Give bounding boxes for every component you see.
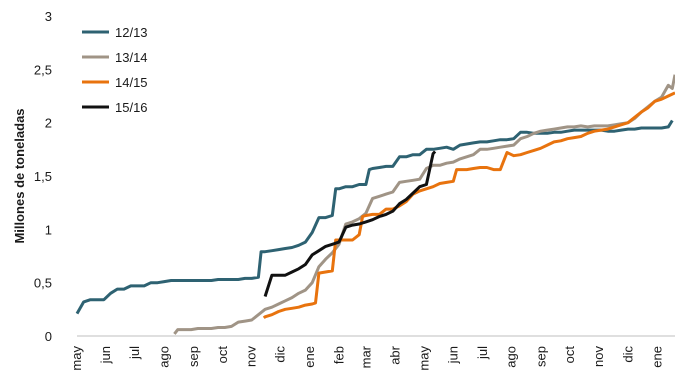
x-tick-label: jun — [445, 346, 460, 364]
x-tick-label: jul — [475, 346, 490, 360]
y-axis-title: Millones de toneladas — [12, 108, 27, 243]
series-line-14-15 — [262, 91, 675, 320]
y-tick-label: 1 — [45, 222, 52, 237]
x-tick-label: abr — [387, 345, 402, 364]
x-tick-labels: may jun jul ago sep oct nov dic ene feb mar abr may j… — [69, 345, 665, 370]
x-tick-label: may — [416, 346, 431, 371]
legend-label: 12/13 — [115, 25, 148, 40]
series-line-13-14 — [173, 74, 675, 335]
legend-label: 15/16 — [115, 100, 148, 115]
x-tick-label: mar — [359, 345, 374, 368]
x-tick-label: ene — [650, 346, 665, 368]
x-tick-label: nov — [591, 346, 606, 367]
x-tick-label: oct — [215, 346, 230, 364]
x-tick-label: jun — [98, 346, 113, 364]
y-tick-label: 2 — [45, 116, 52, 131]
x-tick-label: oct — [562, 346, 577, 364]
x-tick-label: dic — [273, 346, 288, 363]
y-tick-label: 0,5 — [34, 276, 52, 291]
x-tick-label: feb — [332, 346, 347, 364]
legend-label: 13/14 — [115, 50, 148, 65]
series-line-15-16 — [263, 150, 437, 297]
y-tick-labels: 0 0,5 1 1,5 2 2,5 3 — [34, 9, 52, 344]
x-tick-label: dic — [621, 346, 636, 363]
x-tick-label: sep — [186, 346, 201, 367]
x-tick-label: nov — [244, 346, 259, 367]
x-tick-label: sep — [533, 346, 548, 367]
y-tick-label: 0 — [45, 329, 52, 344]
legend-label: 14/15 — [115, 75, 148, 90]
x-tick-label: ene — [302, 346, 317, 368]
y-tick-label: 3 — [45, 9, 52, 24]
legend: 12/13 13/14 14/15 15/16 — [82, 25, 148, 115]
y-tick-label: 1,5 — [34, 169, 52, 184]
y-tick-label: 2,5 — [34, 62, 52, 77]
x-tick-label: may — [69, 346, 84, 371]
x-tick-label: ago — [156, 346, 171, 368]
series-line-12-13 — [75, 119, 674, 315]
x-tick-label: ago — [504, 346, 519, 368]
x-tick-label: jul — [127, 346, 142, 360]
series-layer — [75, 74, 675, 335]
